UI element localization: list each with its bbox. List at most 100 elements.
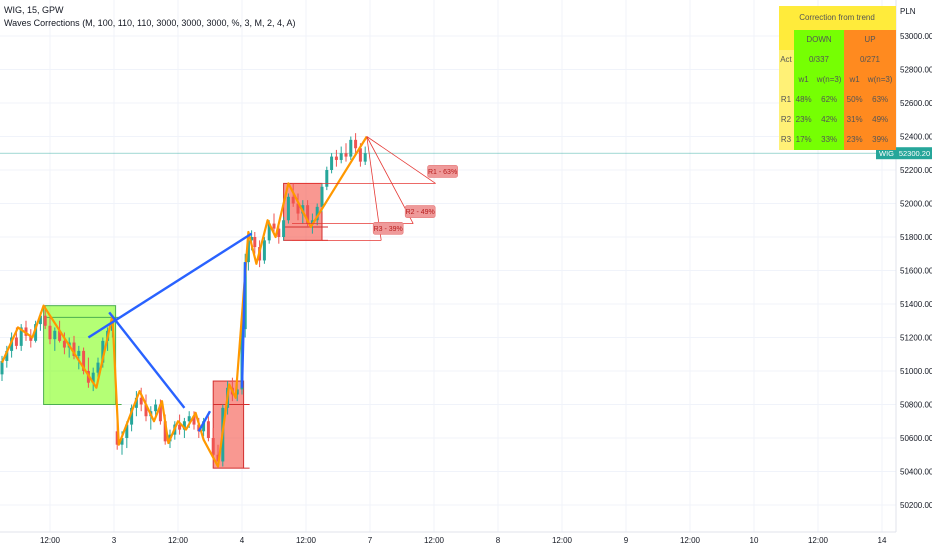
stats-cell: 48% [793, 89, 814, 110]
y-tick-label: 50400.00 [900, 468, 932, 477]
candle-body [286, 196, 290, 221]
candle-body [120, 438, 124, 445]
candle-body [58, 330, 62, 341]
y-tick-label: 51000.00 [900, 367, 932, 376]
projection-label-box [404, 205, 436, 218]
candle-body [125, 424, 129, 438]
blue-wave-segment [108, 311, 186, 409]
y-tick-label: 51200.00 [900, 334, 932, 343]
candle-body [134, 397, 138, 408]
candle-body [130, 407, 134, 425]
candle-body [363, 153, 367, 162]
candle-body [211, 438, 215, 455]
correction-stats-table: Correction from trend DOWN UP Act 0/337 … [778, 5, 896, 150]
x-tick-label: 12:00 [680, 536, 701, 545]
candle-body [154, 404, 158, 412]
candle-body [14, 337, 18, 346]
y-tick-label: 50200.00 [900, 501, 932, 510]
indicator-title[interactable]: Waves Corrections (M, 100, 110, 110, 300… [4, 18, 296, 28]
candle-body [101, 340, 105, 363]
blue-wave-segment [240, 262, 247, 388]
candle-body [296, 203, 300, 214]
candle-body [272, 223, 276, 229]
projection-label: R3 - 39% [374, 226, 403, 233]
projection-label: R2 - 49% [406, 209, 435, 216]
stats-row-r3: R3 17% 33% 23% 39% [778, 129, 896, 150]
candle-body [115, 431, 119, 445]
stats-row-r2: R2 23% 42% 31% 49% [778, 109, 896, 130]
symbol-tag-label: WIG [879, 149, 894, 158]
x-tick-label: 12:00 [808, 536, 829, 545]
candle-body [192, 416, 196, 425]
y-tick-label: 50800.00 [900, 401, 932, 410]
stats-title: Correction from trend [778, 5, 896, 30]
x-tick-label: 12:00 [296, 536, 317, 545]
x-tick-label: 9 [624, 536, 629, 545]
candle-body [96, 362, 100, 373]
blue-wave-segment [87, 232, 253, 339]
x-tick-label: 14 [878, 536, 887, 545]
candle-body [334, 156, 338, 160]
candle-body [291, 196, 295, 204]
stats-col-wn-up: w(n=3) [864, 69, 896, 90]
stats-cell: 23% [793, 109, 814, 130]
candle-body [53, 330, 57, 340]
y-axis-unit: PLN [900, 7, 916, 16]
y-tick-label: 53000.00 [900, 32, 932, 41]
stats-row-r1: R1 48% 62% 50% 63% [778, 89, 896, 110]
stats-cell: 63% [864, 89, 896, 110]
candle-body [339, 153, 343, 160]
stats-cell: 49% [864, 109, 896, 130]
candle-body [187, 416, 191, 422]
candle-body [19, 327, 23, 346]
last-price-label: 52300.20 [899, 149, 930, 158]
x-tick-label: 12:00 [424, 536, 445, 545]
stats-corner [778, 29, 794, 50]
candle-body [62, 340, 66, 348]
candle-body [267, 223, 271, 241]
candle-body [158, 404, 162, 422]
projection-targets: R1 - 63% R2 - 49% R3 - 39% [292, 136, 458, 241]
candle-body [262, 240, 266, 261]
y-tick-label: 52400.00 [900, 133, 932, 142]
candle-body [72, 342, 76, 356]
candle-body [246, 240, 250, 263]
candle-body [325, 170, 329, 187]
projection-label: R1 - 63% [428, 169, 457, 176]
candle-body [358, 148, 362, 162]
candle-body [235, 389, 239, 395]
candle-body [144, 404, 148, 417]
candle-body [197, 424, 201, 432]
candle-body [344, 153, 348, 157]
stats-cell: 33% [813, 129, 845, 150]
projection-ray [366, 136, 436, 184]
candle-body [216, 454, 220, 462]
candle-body [34, 324, 38, 341]
candle-body [315, 206, 319, 221]
candle-body [77, 350, 81, 356]
x-tick-label: 12:00 [552, 536, 573, 545]
stats-cell: 23% [844, 129, 865, 150]
stats-cell: 17% [793, 129, 814, 150]
last-price-tag [897, 147, 932, 160]
x-tick-label: 10 [750, 536, 759, 545]
stats-col-w1-down: w1 [793, 69, 814, 90]
y-tick-label: 52600.00 [900, 99, 932, 108]
stats-row-label: R1 [778, 89, 794, 110]
candle-body [82, 350, 86, 371]
stats-cell: 42% [813, 109, 845, 130]
stats-cell: 62% [813, 89, 845, 110]
stats-empty-cell [778, 69, 794, 90]
candle-body [163, 421, 167, 442]
candle-body [43, 315, 47, 326]
candle-body [10, 337, 14, 351]
orange-wave-line [0, 135, 368, 468]
candle-body [330, 156, 334, 170]
candle-body [202, 421, 206, 432]
projection-label-box [372, 222, 404, 235]
y-tick-label: 51800.00 [900, 233, 932, 242]
symbol-title[interactable]: WIG, 15, GPW [4, 5, 64, 15]
wave-lines [0, 135, 368, 468]
